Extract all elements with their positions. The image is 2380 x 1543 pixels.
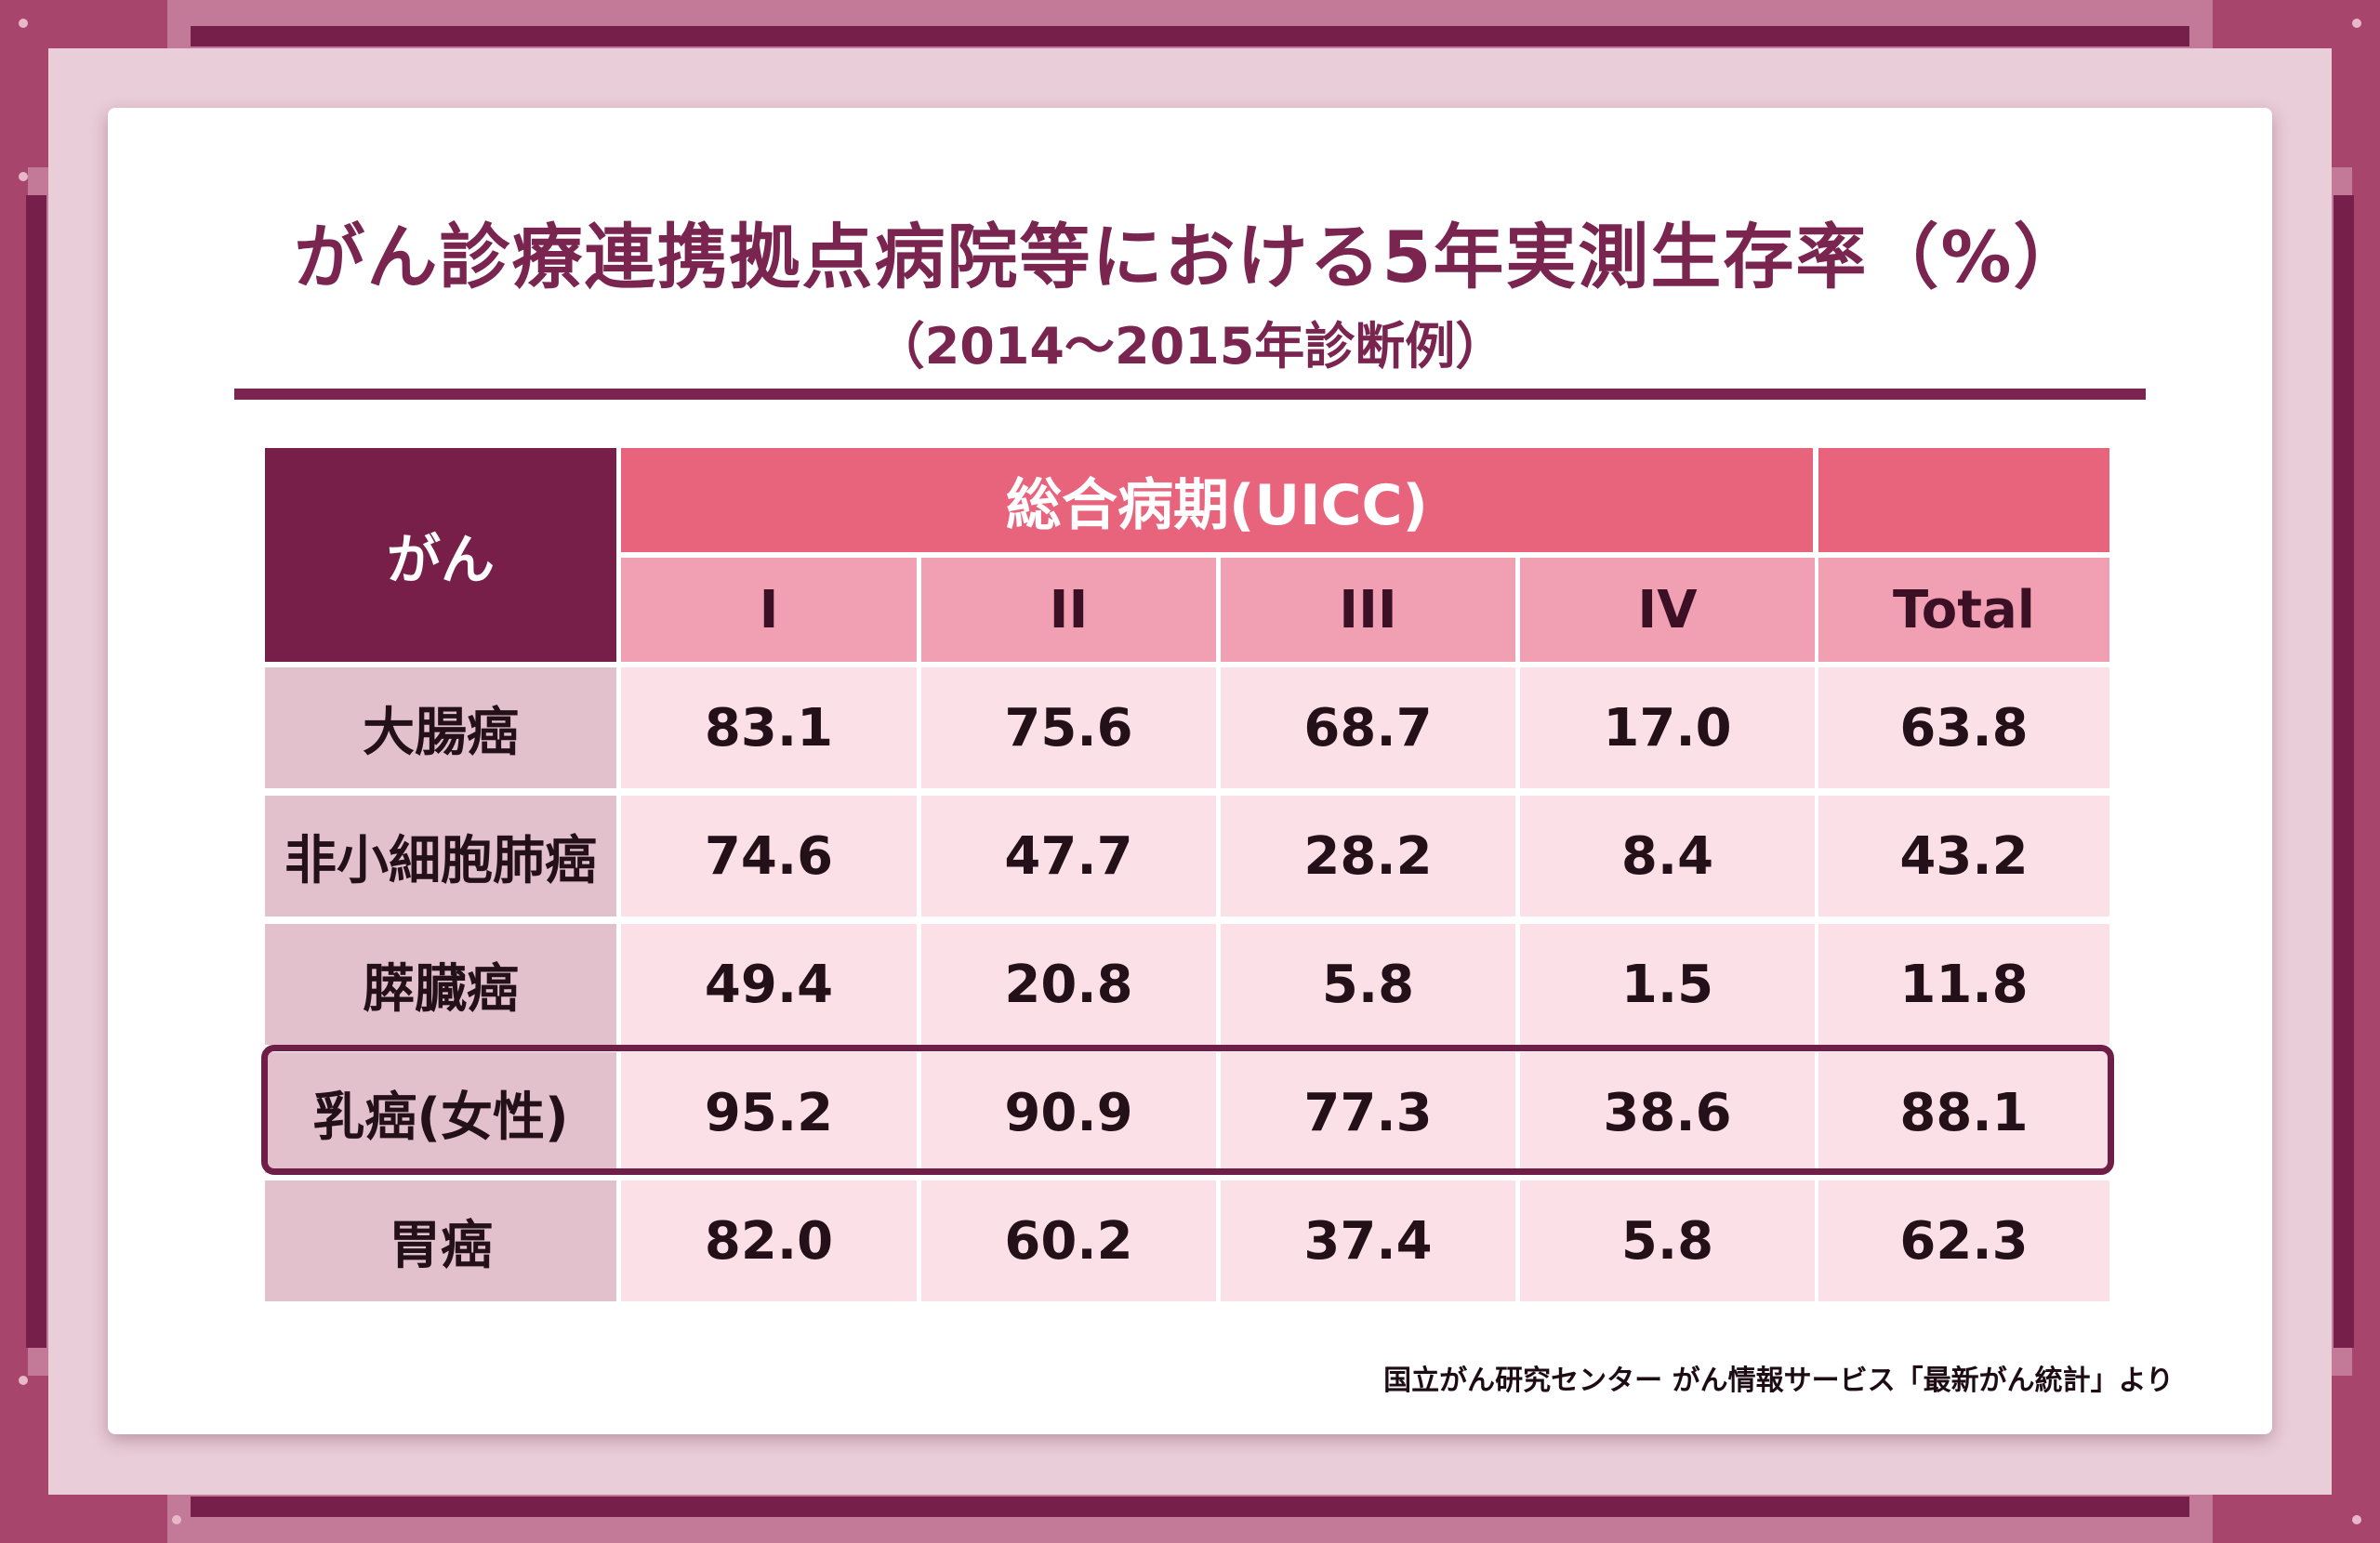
row-label: 胃癌 [265, 1180, 616, 1301]
highlight-row-outline [261, 1045, 2114, 1175]
column-header-ii: II [921, 558, 1216, 662]
column-header-i: I [621, 558, 917, 662]
table-cell: 38.6 [1520, 1052, 1815, 1173]
table-cell: 83.1 [621, 667, 917, 788]
table-cell: 17.0 [1520, 667, 1815, 788]
row-label: 膵臓癌 [265, 924, 616, 1045]
header-group-blank [1818, 448, 2109, 552]
table-cell: 8.4 [1520, 796, 1815, 917]
table-cell: 28.2 [1221, 796, 1515, 917]
title-divider [234, 389, 2146, 400]
chart-title: がん診療連携拠点病院等における5年実測生存率（%） [294, 216, 2086, 298]
table-cell: 82.0 [621, 1180, 917, 1301]
frame-band-right [2334, 195, 2354, 1348]
table-cell: 37.4 [1221, 1180, 1515, 1301]
table-cell: 63.8 [1818, 667, 2109, 788]
table-cell: 90.9 [921, 1052, 1216, 1173]
table-cell: 43.2 [1818, 796, 2109, 917]
table-cell: 47.7 [921, 796, 1216, 917]
column-header-iii: III [1221, 558, 1515, 662]
chart-subtitle: （2014〜2015年診断例） [874, 317, 1506, 376]
frame-band-top [191, 26, 2189, 46]
row-label: 非小細胞肺癌 [265, 796, 616, 917]
row-label: 大腸癌 [265, 667, 616, 788]
header-cancer-type: がん [265, 448, 616, 662]
table-cell: 1.5 [1520, 924, 1815, 1045]
table-cell: 74.6 [621, 796, 917, 917]
frame-band-left [26, 195, 46, 1348]
column-header-total: Total [1818, 558, 2109, 662]
table-cell: 77.3 [1221, 1052, 1515, 1173]
table-cell: 62.3 [1818, 1180, 2109, 1301]
table-cell: 95.2 [621, 1052, 917, 1173]
table-cell: 68.7 [1221, 667, 1515, 788]
header-stage-group: 総合病期(UICC) [621, 448, 1813, 552]
table-cell: 5.8 [1520, 1180, 1815, 1301]
table-cell: 20.8 [921, 924, 1216, 1045]
table-cell: 75.6 [921, 667, 1216, 788]
table-cell: 88.1 [1818, 1052, 2109, 1173]
source-note: 国立がん研究センター がん情報サービス「最新がん統計」より [1383, 1365, 2174, 1397]
table-cell: 11.8 [1818, 924, 2109, 1045]
row-label: 乳癌(女性) [265, 1052, 616, 1173]
frame-band-bottom [191, 1497, 2189, 1517]
table-cell: 49.4 [621, 924, 917, 1045]
column-header-iv: IV [1520, 558, 1815, 662]
table-cell: 60.2 [921, 1180, 1216, 1301]
table-cell: 5.8 [1221, 924, 1515, 1045]
